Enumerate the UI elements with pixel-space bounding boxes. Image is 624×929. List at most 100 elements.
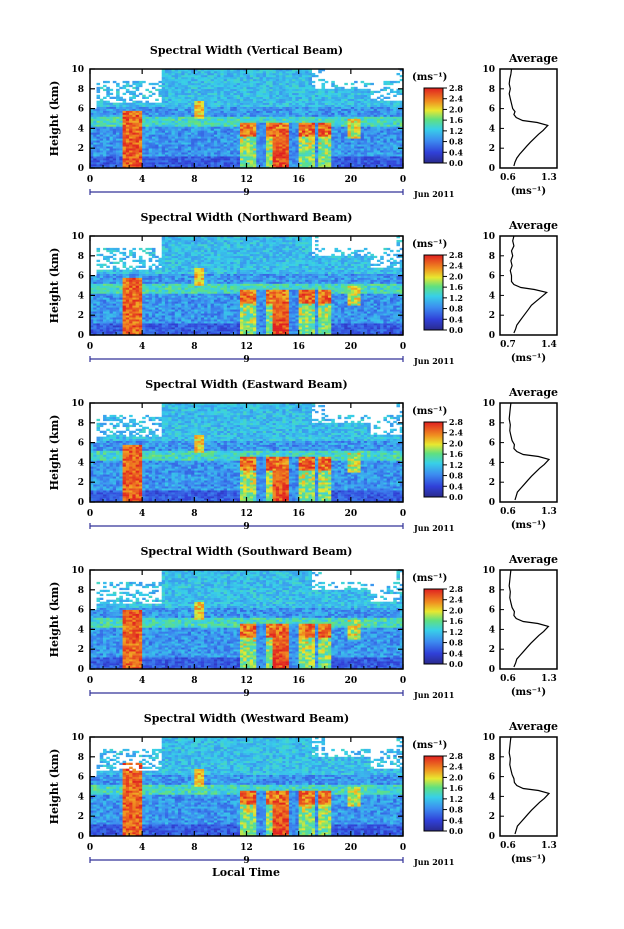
heatmap-cell	[201, 81, 205, 83]
heatmap-cell	[191, 99, 195, 101]
heatmap-cell	[181, 113, 185, 115]
heatmap-cell	[201, 148, 205, 150]
heatmap-cell	[119, 119, 123, 121]
heatmap-cell	[178, 91, 182, 93]
heatmap-cell	[178, 109, 182, 111]
heatmap-cell	[126, 132, 130, 134]
heatmap-cell	[194, 124, 198, 126]
heatmap-cell	[194, 148, 198, 150]
heatmap-cell	[178, 120, 182, 122]
heatmap-cell	[162, 95, 166, 97]
heatmap-cell	[119, 111, 123, 113]
heatmap-cell	[185, 154, 189, 156]
heatmap-cell	[165, 81, 169, 83]
heatmap-cell	[172, 162, 176, 164]
heatmap-cell	[152, 105, 156, 107]
heatmap-cell	[198, 79, 202, 81]
heatmap-cell	[100, 101, 104, 103]
heatmap-cell	[181, 105, 185, 107]
heatmap-cell	[162, 164, 166, 166]
heatmap-cell	[204, 124, 208, 126]
heatmap-cell	[168, 93, 172, 95]
heatmap-cell	[175, 152, 179, 154]
heatmap-cell	[116, 113, 120, 115]
heatmap-cell	[126, 150, 130, 152]
heatmap-cell	[116, 144, 120, 146]
heatmap-cell	[175, 124, 179, 126]
heatmap-cell	[119, 160, 123, 162]
heatmap-cell	[158, 93, 162, 95]
heatmap-cell	[123, 162, 127, 164]
heatmap-cell	[168, 89, 172, 91]
heatmap-cell	[172, 113, 176, 115]
heatmap-cell	[100, 122, 104, 124]
heatmap-cell	[165, 119, 169, 121]
heatmap-cell	[181, 103, 185, 105]
heatmap-cell	[214, 160, 218, 162]
heatmap-cell	[178, 107, 182, 109]
heatmap-cell	[185, 142, 189, 144]
heatmap-cell	[207, 111, 211, 113]
heatmap-cell	[136, 158, 140, 160]
heatmap-cell	[198, 97, 202, 99]
heatmap-cell	[149, 120, 153, 122]
heatmap-cell	[142, 128, 146, 130]
heatmap-cell	[93, 115, 97, 117]
heatmap-cell	[201, 134, 205, 136]
heatmap-cell	[162, 136, 166, 138]
heatmap-cell	[139, 154, 143, 156]
heatmap-cell	[165, 95, 169, 97]
heatmap-cell	[103, 117, 107, 119]
heatmap-cell	[106, 109, 110, 111]
heatmap-cell	[136, 138, 140, 140]
heatmap-cell	[178, 115, 182, 117]
heatmap-cell	[97, 142, 101, 144]
heatmap-cell	[188, 144, 192, 146]
heatmap-cell	[185, 148, 189, 150]
heatmap-cell	[175, 85, 179, 87]
heatmap-cell	[168, 128, 172, 130]
heatmap-cell	[172, 83, 176, 85]
heatmap-cell	[145, 150, 149, 152]
heatmap-cell	[198, 120, 202, 122]
heatmap-cell	[155, 136, 159, 138]
heatmap-cell	[113, 113, 117, 115]
heatmap-cell	[123, 154, 127, 156]
heatmap-cell	[204, 111, 208, 113]
heatmap-cell	[175, 101, 179, 103]
heatmap-cell	[198, 117, 202, 119]
heatmap-cell	[201, 154, 205, 156]
heatmap-cell	[152, 103, 156, 105]
heatmap-cell	[139, 126, 143, 128]
heatmap-cell	[123, 122, 127, 124]
heatmap-cell	[149, 105, 153, 107]
heatmap-cell	[119, 105, 123, 107]
heatmap-cell	[185, 75, 189, 77]
heatmap-cell	[207, 120, 211, 122]
heatmap-cell	[100, 150, 104, 152]
heatmap-cell	[132, 83, 136, 85]
heatmap-cell	[123, 119, 127, 121]
heatmap-cell	[142, 142, 146, 144]
heatmap-cell	[103, 140, 107, 142]
heatmap-cell	[175, 89, 179, 91]
heatmap-cell	[149, 107, 153, 109]
heatmap-cell	[126, 152, 130, 154]
heatmap-cell	[185, 150, 189, 152]
heatmap-cell	[100, 154, 104, 156]
heatmap-cell	[103, 105, 107, 107]
heatmap-cell	[165, 113, 169, 115]
heatmap-cell	[194, 93, 198, 95]
heatmap-cell	[126, 148, 130, 150]
heatmap-cell	[165, 160, 169, 162]
heatmap-cell	[97, 130, 101, 132]
heatmap-cell	[149, 115, 153, 117]
heatmap-cell	[172, 122, 176, 124]
heatmap-cell	[191, 87, 195, 89]
heatmap-cell	[188, 85, 192, 87]
heatmap-cell	[211, 85, 215, 87]
heatmap-cell	[214, 144, 218, 146]
heatmap-cell	[110, 138, 114, 140]
heatmap-cell	[201, 79, 205, 81]
heatmap-cell	[106, 120, 110, 122]
